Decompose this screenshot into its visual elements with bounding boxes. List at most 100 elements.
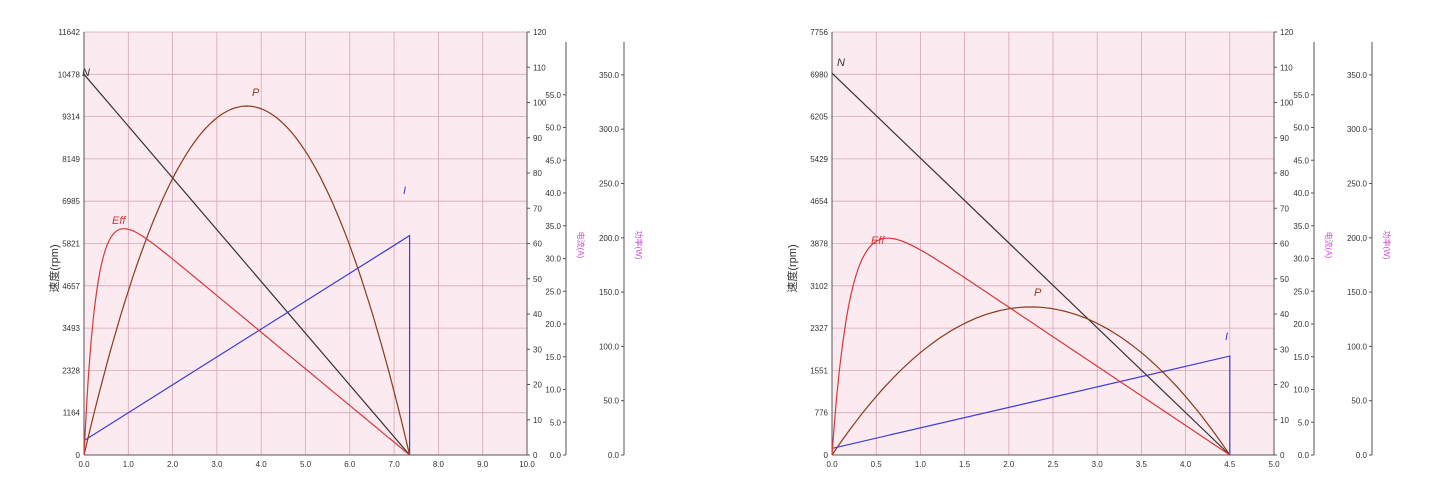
y-left-tick-label: 10478 — [58, 70, 81, 79]
x-tick-label: 3.5 — [1136, 460, 1148, 469]
y4-tick-label: 0.0 — [1356, 451, 1368, 460]
y2-tick-label: 110 — [533, 63, 546, 72]
x-tick-label: 5.0 — [300, 460, 312, 469]
y-left-tick-label: 2328 — [62, 366, 80, 375]
x-tick-label: 2.5 — [1047, 460, 1059, 469]
y3-axis-title: 电流(A) — [576, 232, 586, 259]
x-tick-label: 3.0 — [211, 460, 223, 469]
curve-label-eff: Eff — [112, 215, 126, 227]
y-left-tick-label: 5429 — [810, 155, 828, 164]
y3-tick-label: 45.0 — [1293, 156, 1309, 165]
y2-tick-label: 50 — [1280, 275, 1289, 284]
y3-tick-label: 40.0 — [545, 189, 561, 198]
y2-tick-label: 60 — [533, 240, 542, 249]
y4-tick-label: 300.0 — [1347, 125, 1368, 134]
y-left-tick-label: 7756 — [810, 28, 828, 37]
curve-label-n: N — [82, 67, 90, 79]
x-tick-label: 0.0 — [78, 460, 90, 469]
y-axis-title: 速度(rpm) — [785, 244, 799, 292]
curve-p — [83, 105, 411, 456]
y4-tick-label: 100.0 — [1347, 342, 1368, 351]
y3-tick-label: 35.0 — [545, 222, 561, 231]
y2-tick-label: 40 — [1280, 310, 1289, 319]
y-left-tick-label: 8149 — [62, 155, 80, 164]
y2-tick-label: 10 — [1280, 416, 1289, 425]
curve-i — [831, 355, 1231, 455]
y3-tick-label: 25.0 — [1293, 287, 1309, 296]
y4-axis-title: 功率(W) — [1382, 231, 1392, 260]
y3-tick-label: 5.0 — [550, 418, 562, 427]
y-left-tick-label: 4654 — [810, 197, 828, 206]
y4-tick-label: 350.0 — [1347, 71, 1368, 80]
y2-tick-label: 80 — [1280, 169, 1289, 178]
y3-tick-label: 40.0 — [1293, 189, 1309, 198]
y4-tick-label: 250.0 — [599, 180, 620, 189]
x-tick-label: 9.0 — [477, 460, 489, 469]
curve-n — [83, 73, 411, 456]
y4-tick-label: 350.0 — [599, 71, 620, 80]
y-left-tick-label: 6985 — [62, 197, 80, 206]
y3-tick-label: 45.0 — [545, 156, 561, 165]
y4-tick-label: 150.0 — [1347, 288, 1368, 297]
y-left-tick-label: 3102 — [810, 282, 828, 291]
curve-n — [831, 72, 1231, 456]
y3-tick-label: 25.0 — [545, 287, 561, 296]
y3-tick-label: 10.0 — [545, 386, 561, 395]
curve-label-p: P — [1034, 287, 1042, 299]
y4-tick-label: 200.0 — [599, 234, 620, 243]
y2-tick-label: 90 — [533, 134, 542, 143]
y2-tick-label: 110 — [1280, 63, 1293, 72]
x-tick-label: 0.5 — [871, 460, 883, 469]
y3-tick-label: 10.0 — [1293, 386, 1309, 395]
y2-tick-label: 0 — [1280, 451, 1285, 460]
y3-tick-label: 30.0 — [1293, 255, 1309, 264]
y4-tick-label: 50.0 — [1351, 397, 1367, 406]
curve-eff — [83, 228, 410, 456]
y3-tick-label: 35.0 — [1293, 222, 1309, 231]
y-left-tick-label: 3493 — [62, 324, 80, 333]
y3-tick-label: 0.0 — [1298, 451, 1310, 460]
y2-tick-label: 40 — [533, 310, 542, 319]
y-left-tick-label: 1164 — [63, 409, 81, 418]
y3-tick-label: 15.0 — [545, 353, 561, 362]
y2-tick-label: 100 — [1280, 99, 1294, 108]
y4-tick-label: 150.0 — [599, 288, 620, 297]
x-tick-label: 1.0 — [915, 460, 927, 469]
y-left-tick-label: 9314 — [62, 113, 80, 122]
y3-tick-label: 20.0 — [1293, 320, 1309, 329]
y-left-tick-label: 0 — [76, 451, 81, 460]
y2-tick-label: 60 — [1280, 240, 1289, 249]
y-left-tick-label: 6980 — [810, 70, 828, 79]
y-left-tick-label: 2327 — [810, 324, 828, 333]
curve-label-i: I — [1225, 331, 1228, 343]
y2-tick-label: 10 — [533, 416, 542, 425]
y-left-tick-label: 11642 — [58, 28, 80, 37]
y4-tick-label: 250.0 — [1347, 180, 1368, 189]
x-tick-label: 4.0 — [1180, 460, 1192, 469]
y2-tick-label: 0 — [533, 451, 538, 460]
x-tick-label: 4.0 — [256, 460, 268, 469]
x-tick-label: 2.0 — [1003, 460, 1015, 469]
x-tick-label: 1.5 — [959, 460, 971, 469]
y4-axis-title: 功率(W) — [634, 231, 644, 260]
curve-p — [831, 306, 1231, 456]
y2-tick-label: 20 — [1280, 381, 1289, 390]
x-tick-label: 3.0 — [1092, 460, 1104, 469]
chart-2: 0.0 0.5 1.0 1.5 2.0 2.5 3.0 3.5 4.0 4.5 5.00776155… — [785, 28, 1392, 469]
y2-tick-label: 120 — [533, 28, 547, 37]
x-tick-label: 4.5 — [1224, 460, 1236, 469]
y2-tick-label: 100 — [533, 99, 547, 108]
y2-tick-label: 80 — [533, 169, 542, 178]
x-tick-label: 6.0 — [344, 460, 356, 469]
y3-tick-label: 20.0 — [545, 320, 561, 329]
y2-tick-label: 50 — [533, 275, 542, 284]
curve-label-p: P — [252, 87, 260, 99]
curve-i — [83, 234, 411, 455]
y3-tick-label: 30.0 — [545, 255, 561, 264]
y-left-tick-label: 4657 — [62, 282, 80, 291]
x-tick-label: 5.0 — [1268, 460, 1280, 469]
curve-label-n: N — [837, 57, 845, 69]
x-tick-label: 8.0 — [433, 460, 445, 469]
curve-label-i: I — [403, 185, 406, 197]
